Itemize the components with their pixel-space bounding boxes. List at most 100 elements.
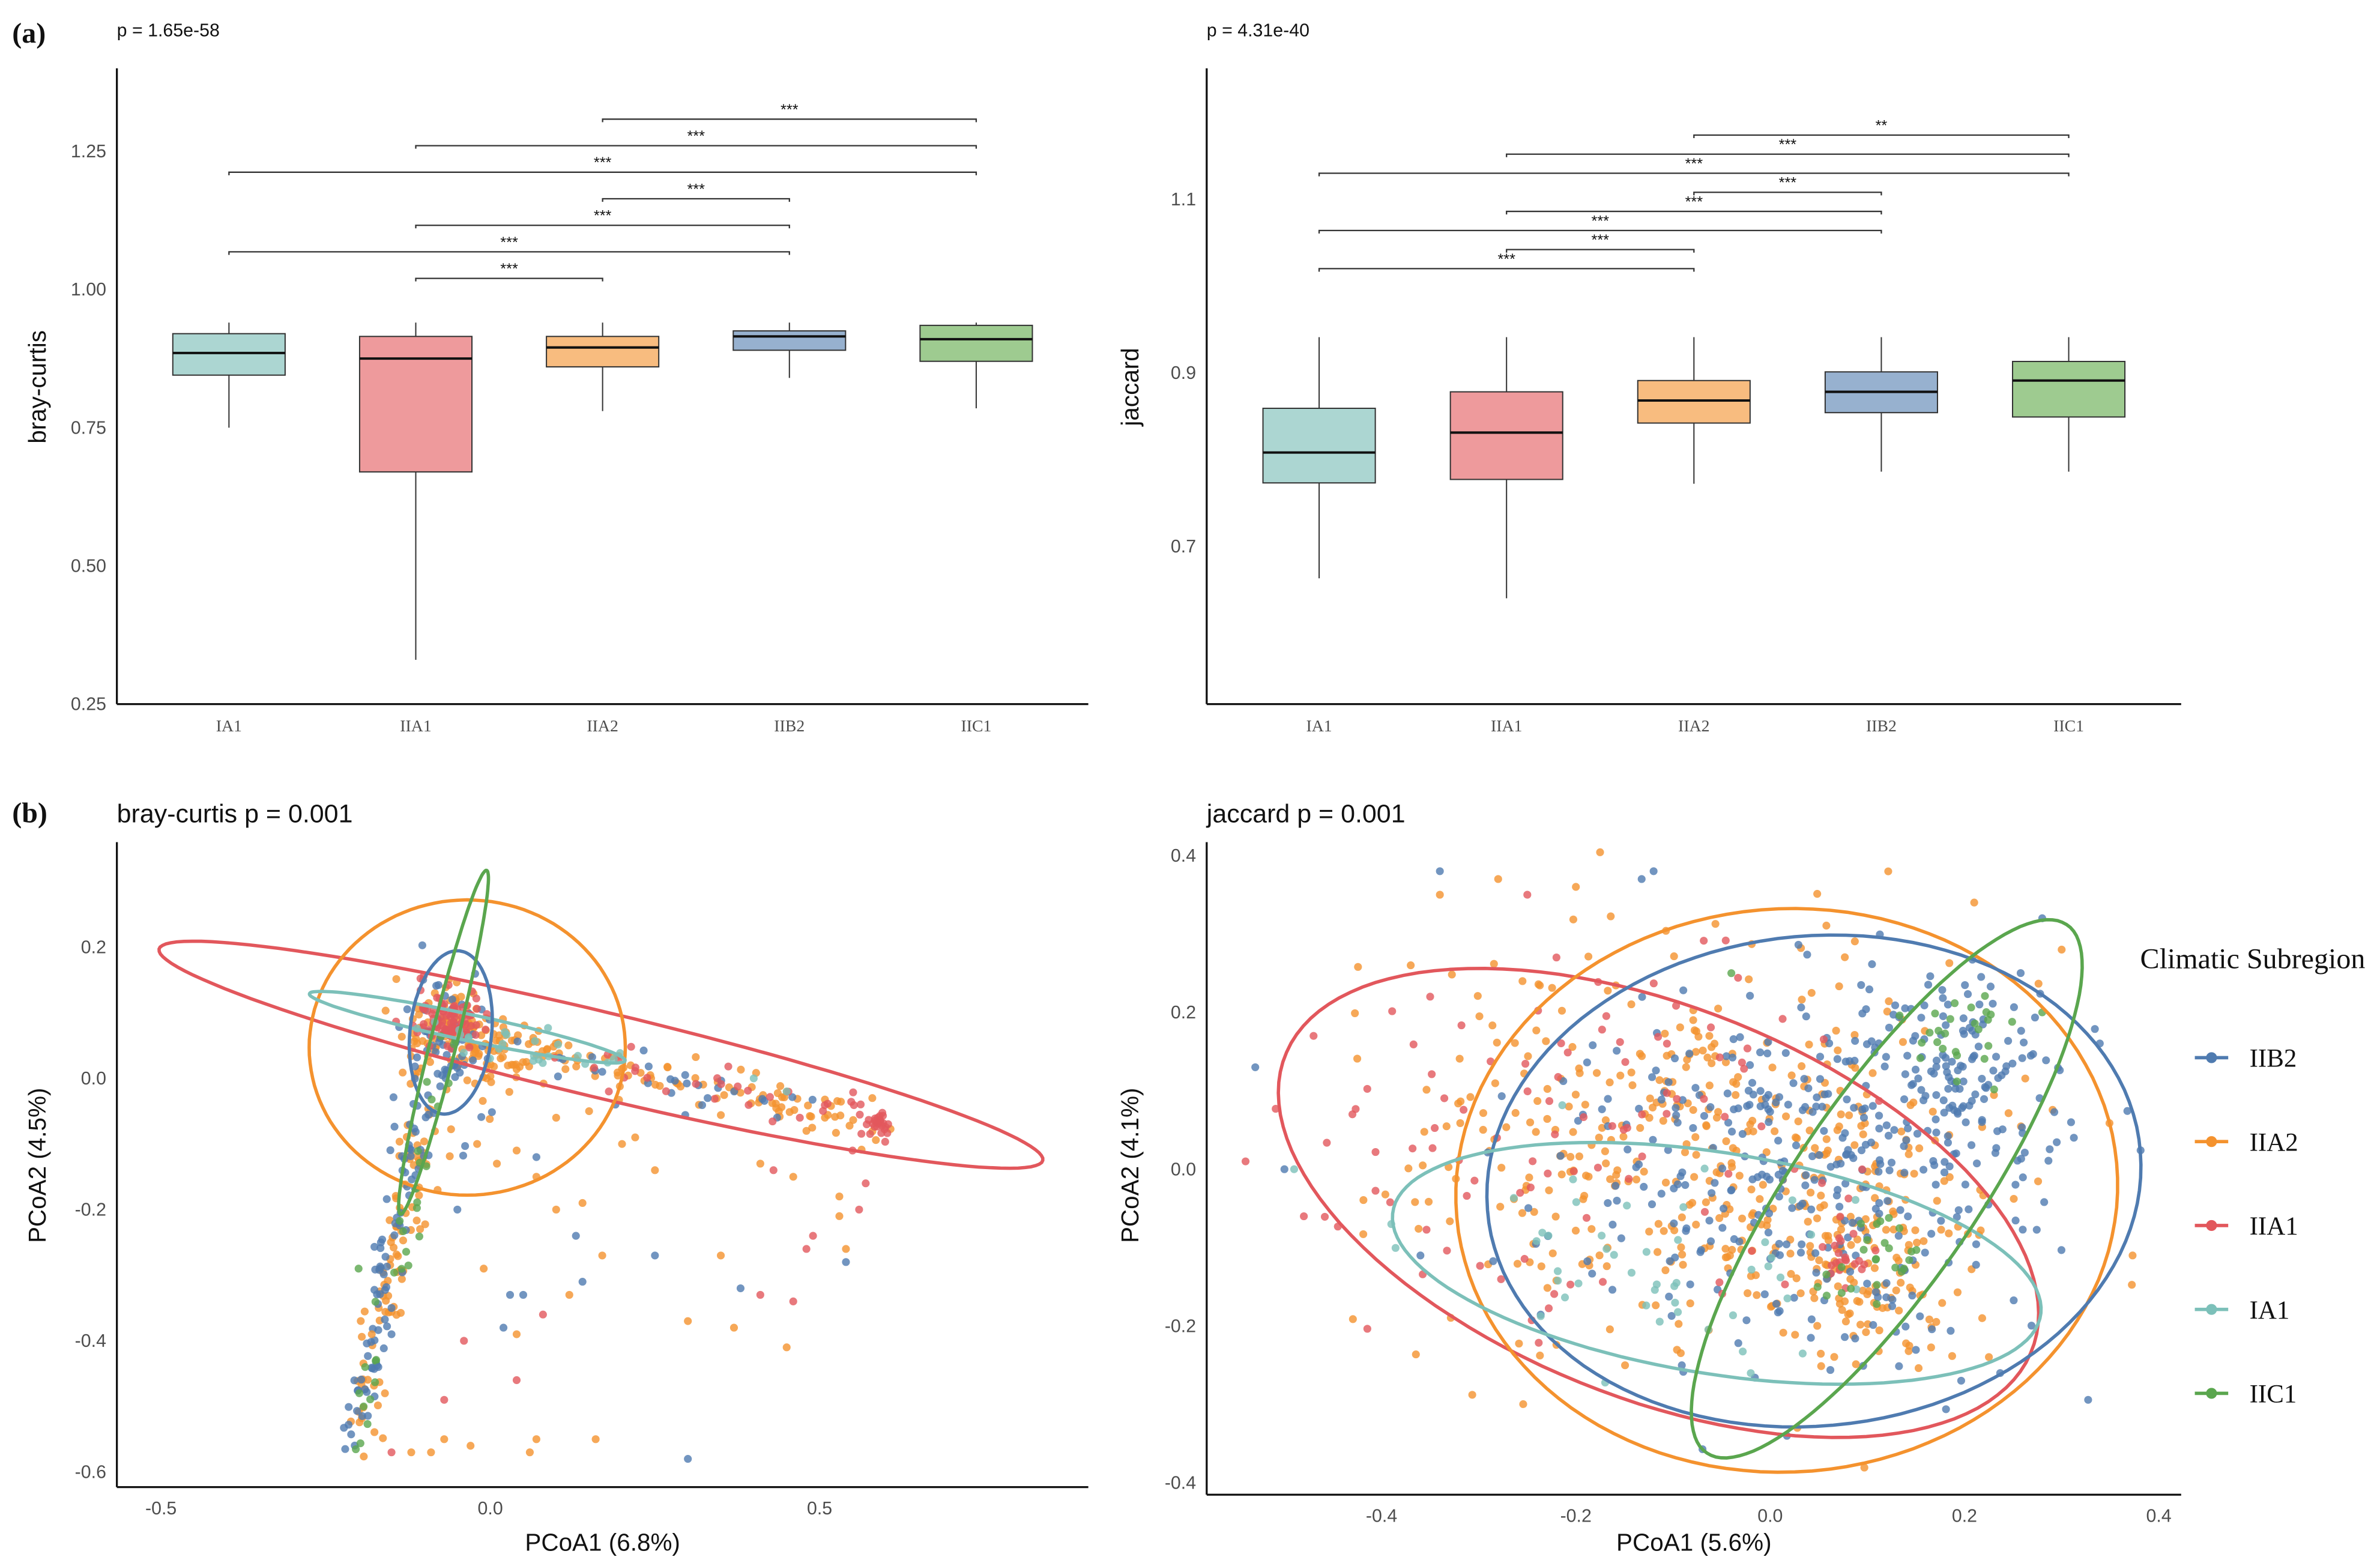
point-IIB2 (554, 1072, 562, 1081)
point-IA1 (1747, 1265, 1756, 1274)
significance-bracket: ** (1693, 117, 2070, 139)
point-IIB2 (1965, 1101, 1974, 1110)
point-IIA1 (512, 1376, 521, 1385)
point-IIA1 (855, 1205, 863, 1214)
point-IIB2 (1938, 986, 1947, 994)
point-IIA1 (857, 1129, 866, 1138)
point-IIA2 (1353, 1054, 1362, 1063)
point-IIA2 (720, 1091, 728, 1099)
point-IIA2 (1691, 1133, 1700, 1141)
point-IIA2 (1807, 988, 1816, 997)
point-IIC1 (1880, 1239, 1889, 1247)
point-IIA2 (1702, 1198, 1710, 1206)
point-IIA1 (1388, 1007, 1397, 1015)
point-IIB2 (1859, 1113, 1868, 1122)
point-IIA2 (585, 1107, 593, 1116)
ellipse-IIC1 (397, 868, 491, 1216)
point-IIB2 (1436, 867, 1444, 875)
y-tick-label: 0.25 (71, 695, 106, 715)
point-IIA1 (1348, 1110, 1357, 1119)
significance-label: *** (1592, 232, 1610, 249)
point-IIB2 (1598, 1105, 1606, 1113)
point-IIB2 (1904, 1212, 1912, 1221)
point-IA1 (1674, 1236, 1682, 1244)
point-IIB2 (2091, 1025, 2099, 1033)
ellipse-IIA2 (307, 898, 627, 1197)
point-IIA2 (2034, 1177, 2043, 1185)
point-IIB2 (2017, 1027, 2025, 1035)
point-IIA2 (1621, 1361, 1629, 1370)
point-IIA1 (1598, 1278, 1607, 1286)
point-IIA2 (1381, 1190, 1389, 1199)
point-IIB2 (1724, 1119, 1733, 1127)
point-IIA2 (1652, 1301, 1660, 1310)
point-IIB2 (1851, 1334, 1859, 1343)
point-IIA1 (1300, 1212, 1308, 1221)
point-IIA2 (381, 1006, 390, 1015)
point-IIA2 (1844, 1310, 1852, 1319)
point-IIC1 (397, 1265, 406, 1273)
legend-key-dot (2206, 1052, 2217, 1063)
jaccard-pcoa-title: jaccard p = 0.001 (1206, 800, 1406, 829)
point-IIA2 (1792, 1133, 1800, 1141)
point-IIA2 (561, 1065, 570, 1074)
point-IIA1 (1309, 1032, 1318, 1040)
y-tick-label: -0.4 (1165, 1474, 1196, 1493)
box-IIB2 (1824, 337, 1938, 472)
bracket-line (1318, 172, 2070, 177)
point-IIB2 (1885, 1023, 1894, 1032)
point-IIA1 (796, 1113, 804, 1122)
point-IIA2 (1493, 1038, 1501, 1047)
point-IIA2 (1663, 1051, 1671, 1060)
point-IA1 (1739, 1347, 1747, 1356)
point-IIB2 (1613, 1047, 1621, 1055)
y-tick-label: -0.2 (75, 1200, 106, 1220)
point-IIA2 (1515, 1339, 1523, 1348)
point-IIB2 (1901, 1070, 1909, 1078)
point-IIB2 (532, 1153, 540, 1161)
point-IIB2 (1746, 1061, 1754, 1069)
point-IIA2 (1607, 912, 1615, 921)
box-IIA1 (1449, 337, 1563, 599)
x-tick-label: IIB2 (774, 717, 805, 736)
point-IIB2 (1678, 1361, 1686, 1370)
point-IIA2 (1747, 1185, 1756, 1194)
point-IIB2 (1837, 1159, 1845, 1168)
point-IIB2 (358, 1412, 366, 1420)
ellipse-IIB2 (407, 949, 494, 1116)
point-IIA2 (1548, 1249, 1557, 1257)
point-IIB2 (1857, 981, 1865, 989)
point-IIB2 (1940, 1168, 1949, 1177)
point-IIA2 (1813, 890, 1822, 898)
point-IIA2 (1415, 1224, 1423, 1233)
point-IIB2 (1832, 1191, 1841, 1200)
point-IIA2 (1910, 1170, 1918, 1178)
point-IIC1 (1946, 1015, 1954, 1023)
y-tick-label: -0.4 (75, 1331, 106, 1351)
point-IIB2 (1657, 1190, 1666, 1198)
point-IIB2 (381, 1253, 390, 1261)
point-IIA2 (1690, 1026, 1699, 1035)
point-IIA1 (856, 1100, 865, 1108)
significance-bracket: *** (228, 154, 977, 175)
point-IIB2 (513, 1037, 522, 1046)
point-IA1 (1776, 1273, 1785, 1282)
point-IIA2 (1442, 1122, 1451, 1131)
point-IIB2 (1931, 1181, 1940, 1189)
point-IIA2 (1479, 1126, 1487, 1134)
point-IIB2 (1775, 1193, 1783, 1201)
point-IIA2 (1422, 1086, 1431, 1094)
point-IIB2 (1926, 972, 1935, 981)
point-IIA2 (1572, 883, 1580, 891)
point-IIA2 (552, 1113, 560, 1122)
point-IIB2 (1954, 1206, 1963, 1214)
point-IIA2 (1692, 1150, 1700, 1159)
point-IIC1 (1895, 1224, 1904, 1233)
point-IIB2 (1891, 1001, 1900, 1009)
point-IIB2 (1958, 1104, 1966, 1112)
point-IA1 (1788, 1196, 1796, 1205)
point-IIB2 (1808, 1108, 1817, 1116)
point-IIA2 (357, 1317, 365, 1325)
point-IIA1 (473, 1005, 482, 1013)
point-IIA2 (381, 1389, 389, 1397)
